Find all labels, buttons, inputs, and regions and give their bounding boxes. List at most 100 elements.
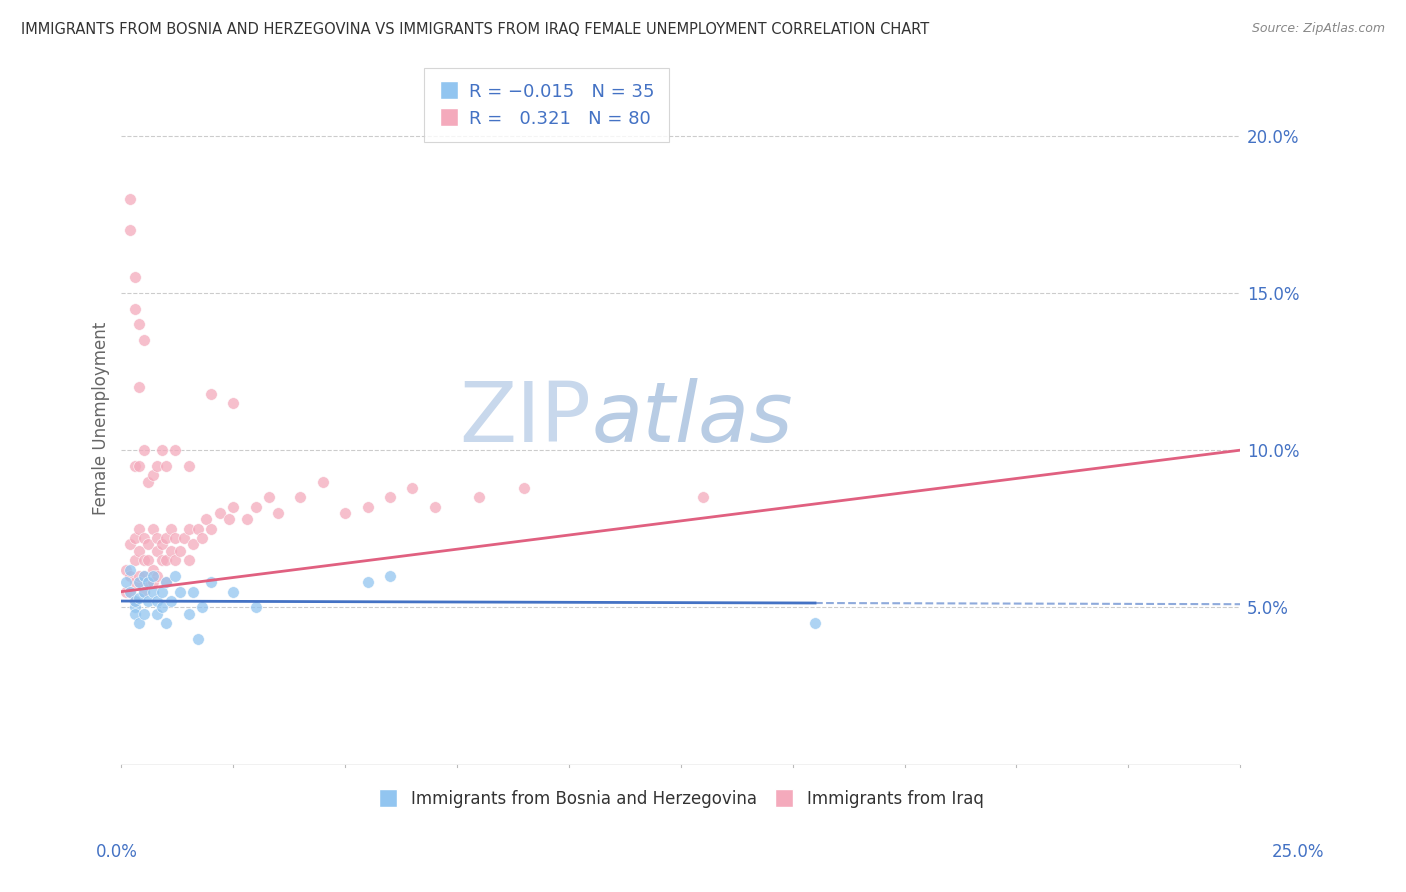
Point [132,584,155,599]
Point [195,512,218,526]
Point [124,553,146,567]
Point [115,584,138,599]
Point [186,632,208,646]
Point [150,553,173,567]
Point [181,537,204,551]
Point [132,569,155,583]
Point [401,481,423,495]
Point [124,531,146,545]
Point [124,458,146,473]
Point [128,543,150,558]
Point [128,575,150,590]
Point [186,522,208,536]
Point [132,333,155,347]
Point [200,522,222,536]
Point [120,584,142,599]
Point [128,458,150,473]
Point [155,553,177,567]
Point [245,500,267,514]
Point [218,512,240,526]
Point [132,584,155,599]
Point [146,607,169,621]
Point [128,591,150,605]
Point [155,575,177,590]
Text: 0.0%: 0.0% [96,843,138,861]
Text: Source: ZipAtlas.com: Source: ZipAtlas.com [1251,22,1385,36]
Point [423,500,446,514]
Point [128,318,150,332]
Point [513,481,536,495]
Point [115,575,138,590]
Point [222,500,245,514]
Point [142,569,165,583]
Point [115,563,138,577]
Point [128,616,150,631]
Point [267,506,290,520]
Point [146,458,169,473]
Point [124,301,146,316]
Point [356,575,378,590]
Text: ZIP: ZIP [460,378,592,459]
Point [200,386,222,401]
Point [136,553,159,567]
Point [165,531,187,545]
Point [222,584,245,599]
Point [159,594,181,608]
Point [378,491,401,505]
Point [235,512,257,526]
Point [200,575,222,590]
Point [132,553,155,567]
Point [177,607,200,621]
Point [124,600,146,615]
Point [159,543,181,558]
Point [177,522,200,536]
Point [128,575,150,590]
Point [155,458,177,473]
Point [124,594,146,608]
Point [124,607,146,621]
Point [124,575,146,590]
Point [150,584,173,599]
Point [136,575,159,590]
Text: IMMIGRANTS FROM BOSNIA AND HERZEGOVINA VS IMMIGRANTS FROM IRAQ FEMALE UNEMPLOYME: IMMIGRANTS FROM BOSNIA AND HERZEGOVINA V… [21,22,929,37]
Point [136,594,159,608]
Point [146,569,169,583]
Point [120,563,142,577]
Point [142,584,165,599]
Point [146,531,169,545]
Point [165,443,187,458]
Point [146,543,169,558]
Point [150,600,173,615]
Point [146,594,169,608]
Point [468,491,491,505]
Point [222,396,245,410]
Point [128,522,150,536]
Point [142,468,165,483]
Point [128,569,150,583]
Point [173,531,195,545]
Y-axis label: Female Unemployment: Female Unemployment [93,322,110,516]
Point [132,531,155,545]
Point [136,475,159,489]
Point [155,531,177,545]
Point [132,443,155,458]
Point [120,223,142,237]
Point [142,563,165,577]
Point [312,475,335,489]
Point [132,607,155,621]
Point [120,192,142,206]
Point [208,506,231,520]
Point [356,500,378,514]
Point [191,600,214,615]
Point [177,553,200,567]
Point [120,584,142,599]
Point [155,575,177,590]
Point [191,531,214,545]
Point [245,600,267,615]
Point [165,553,187,567]
Point [124,594,146,608]
Point [378,569,401,583]
Point [150,537,173,551]
Point [124,270,146,285]
Point [136,575,159,590]
